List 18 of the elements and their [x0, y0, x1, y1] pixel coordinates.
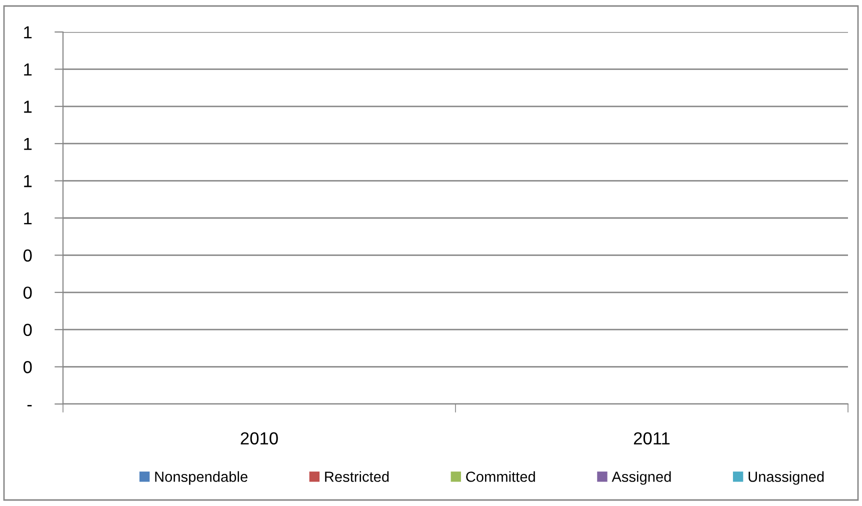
- y-tick-label: 0: [23, 360, 32, 374]
- y-tick-label: 0: [23, 286, 32, 299]
- y-tick-label: 1: [24, 100, 32, 113]
- y-tick-label: 1: [24, 175, 32, 188]
- x-tick-label: 2010: [240, 432, 278, 445]
- legend-label: Nonspendable: [155, 471, 248, 485]
- y-tick-label: 0: [23, 324, 32, 336]
- x-tick-label: 2011: [634, 432, 670, 445]
- legend-label: Assigned: [612, 471, 671, 485]
- y-tick-label: 1: [24, 64, 32, 76]
- y-tick-label: -: [27, 405, 32, 406]
- y-tick-label: 0: [23, 249, 32, 262]
- legend-label: Committed: [466, 471, 535, 482]
- y-tick-label: 1: [24, 138, 32, 150]
- legend-label: Restricted: [325, 471, 389, 482]
- y-tick-label: 1: [24, 26, 32, 38]
- legend-label: Unassigned: [748, 471, 824, 485]
- y-tick-label: 1: [24, 212, 32, 224]
